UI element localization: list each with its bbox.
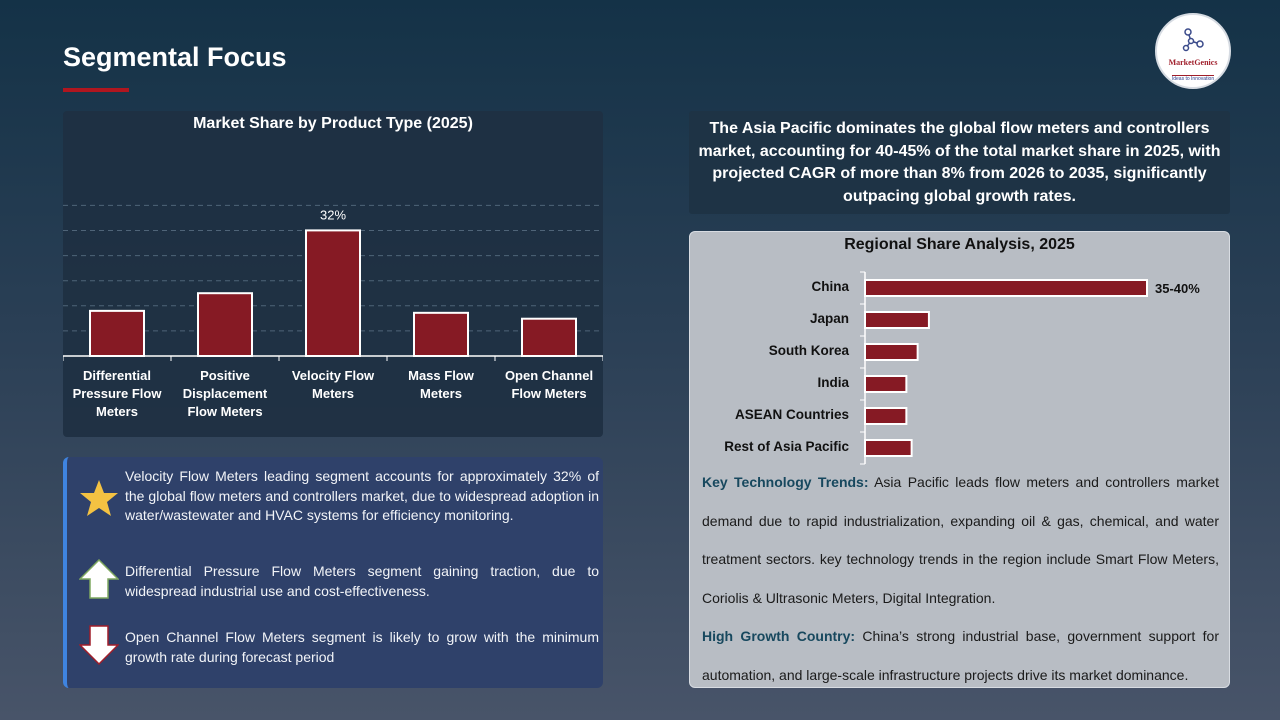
logo-name: MarketGenics xyxy=(1168,58,1218,67)
bar xyxy=(305,229,361,357)
molecule-icon xyxy=(1182,28,1204,52)
bar-data-label: 32% xyxy=(320,207,346,222)
high-growth-label: High Growth Country: xyxy=(702,628,856,644)
bar xyxy=(413,311,469,357)
bar xyxy=(89,309,145,358)
regional-share-panel: 35-40% Regional Share Analysis, 2025 Chi… xyxy=(689,231,1230,688)
regional-chart-title: Regional Share Analysis, 2025 xyxy=(844,236,1075,253)
bullet-velocity: Velocity Flow Meters leading segment acc… xyxy=(125,468,599,523)
logo-tagline: Ideas to Innovation xyxy=(1171,75,1215,82)
page-title: Segmental Focus xyxy=(63,42,287,72)
bar xyxy=(864,311,930,329)
tech-trends-label: Key Technology Trends: xyxy=(702,474,869,490)
x-tick-label: Differential Pressure Flow Meters xyxy=(72,368,162,419)
product-type-bar-chart: 32% xyxy=(63,204,603,361)
title-underline xyxy=(63,88,129,92)
regional-share-bar-chart: 35-40% xyxy=(860,271,1200,465)
bar xyxy=(864,375,908,393)
product-chart-title: Market Share by Product Type (2025) xyxy=(193,115,473,132)
bar xyxy=(197,292,253,357)
asia-pacific-summary: The Asia Pacific dominates the global fl… xyxy=(689,111,1230,214)
x-tick-label: Velocity Flow Meters xyxy=(291,368,375,401)
tech-trends-text: Asia Pacific leads flow meters and contr… xyxy=(702,474,1219,606)
high-growth-text: China’s strong industrial base, governme… xyxy=(702,628,1219,683)
bar-data-label: 35-40% xyxy=(1155,281,1200,296)
y-tick-label: India xyxy=(817,375,849,390)
bullet-differential: Differential Pressure Flow Meters segmen… xyxy=(125,563,599,599)
tech-trends-paragraph: Key Technology Trends: Asia Pacific lead… xyxy=(702,463,1219,617)
y-tick-label: ASEAN Countries xyxy=(734,407,849,422)
bar xyxy=(864,279,1148,297)
arrow-down-icon xyxy=(79,625,119,665)
x-tick-label: Open Channel Flow Meters xyxy=(504,368,594,401)
y-tick-label: China xyxy=(811,279,849,294)
product-type-chart-panel: 32% Market Share by Product Type (2025) … xyxy=(63,111,603,437)
y-tick-label: South Korea xyxy=(768,343,849,358)
key-notes: Key Technology Trends: Asia Pacific lead… xyxy=(702,463,1219,694)
x-tick-label: Mass Flow Meters xyxy=(408,368,474,401)
bar xyxy=(864,407,908,425)
insights-panel: Velocity Flow Meters leading segment acc… xyxy=(63,457,603,688)
y-tick-label: Japan xyxy=(809,311,849,326)
bar xyxy=(521,317,577,357)
arrow-up-icon xyxy=(79,559,119,599)
star-icon xyxy=(80,480,118,516)
bullet-open-channel: Open Channel Flow Meters segment is like… xyxy=(125,629,599,665)
high-growth-paragraph: High Growth Country: China’s strong indu… xyxy=(702,617,1219,694)
bar xyxy=(864,439,913,457)
x-tick-label: Positive Displacement Flow Meters xyxy=(182,368,268,419)
bar xyxy=(864,343,919,361)
y-tick-label: Rest of Asia Pacific xyxy=(724,439,849,454)
marketgenics-logo: MarketGenics Ideas to Innovation xyxy=(1155,13,1231,89)
